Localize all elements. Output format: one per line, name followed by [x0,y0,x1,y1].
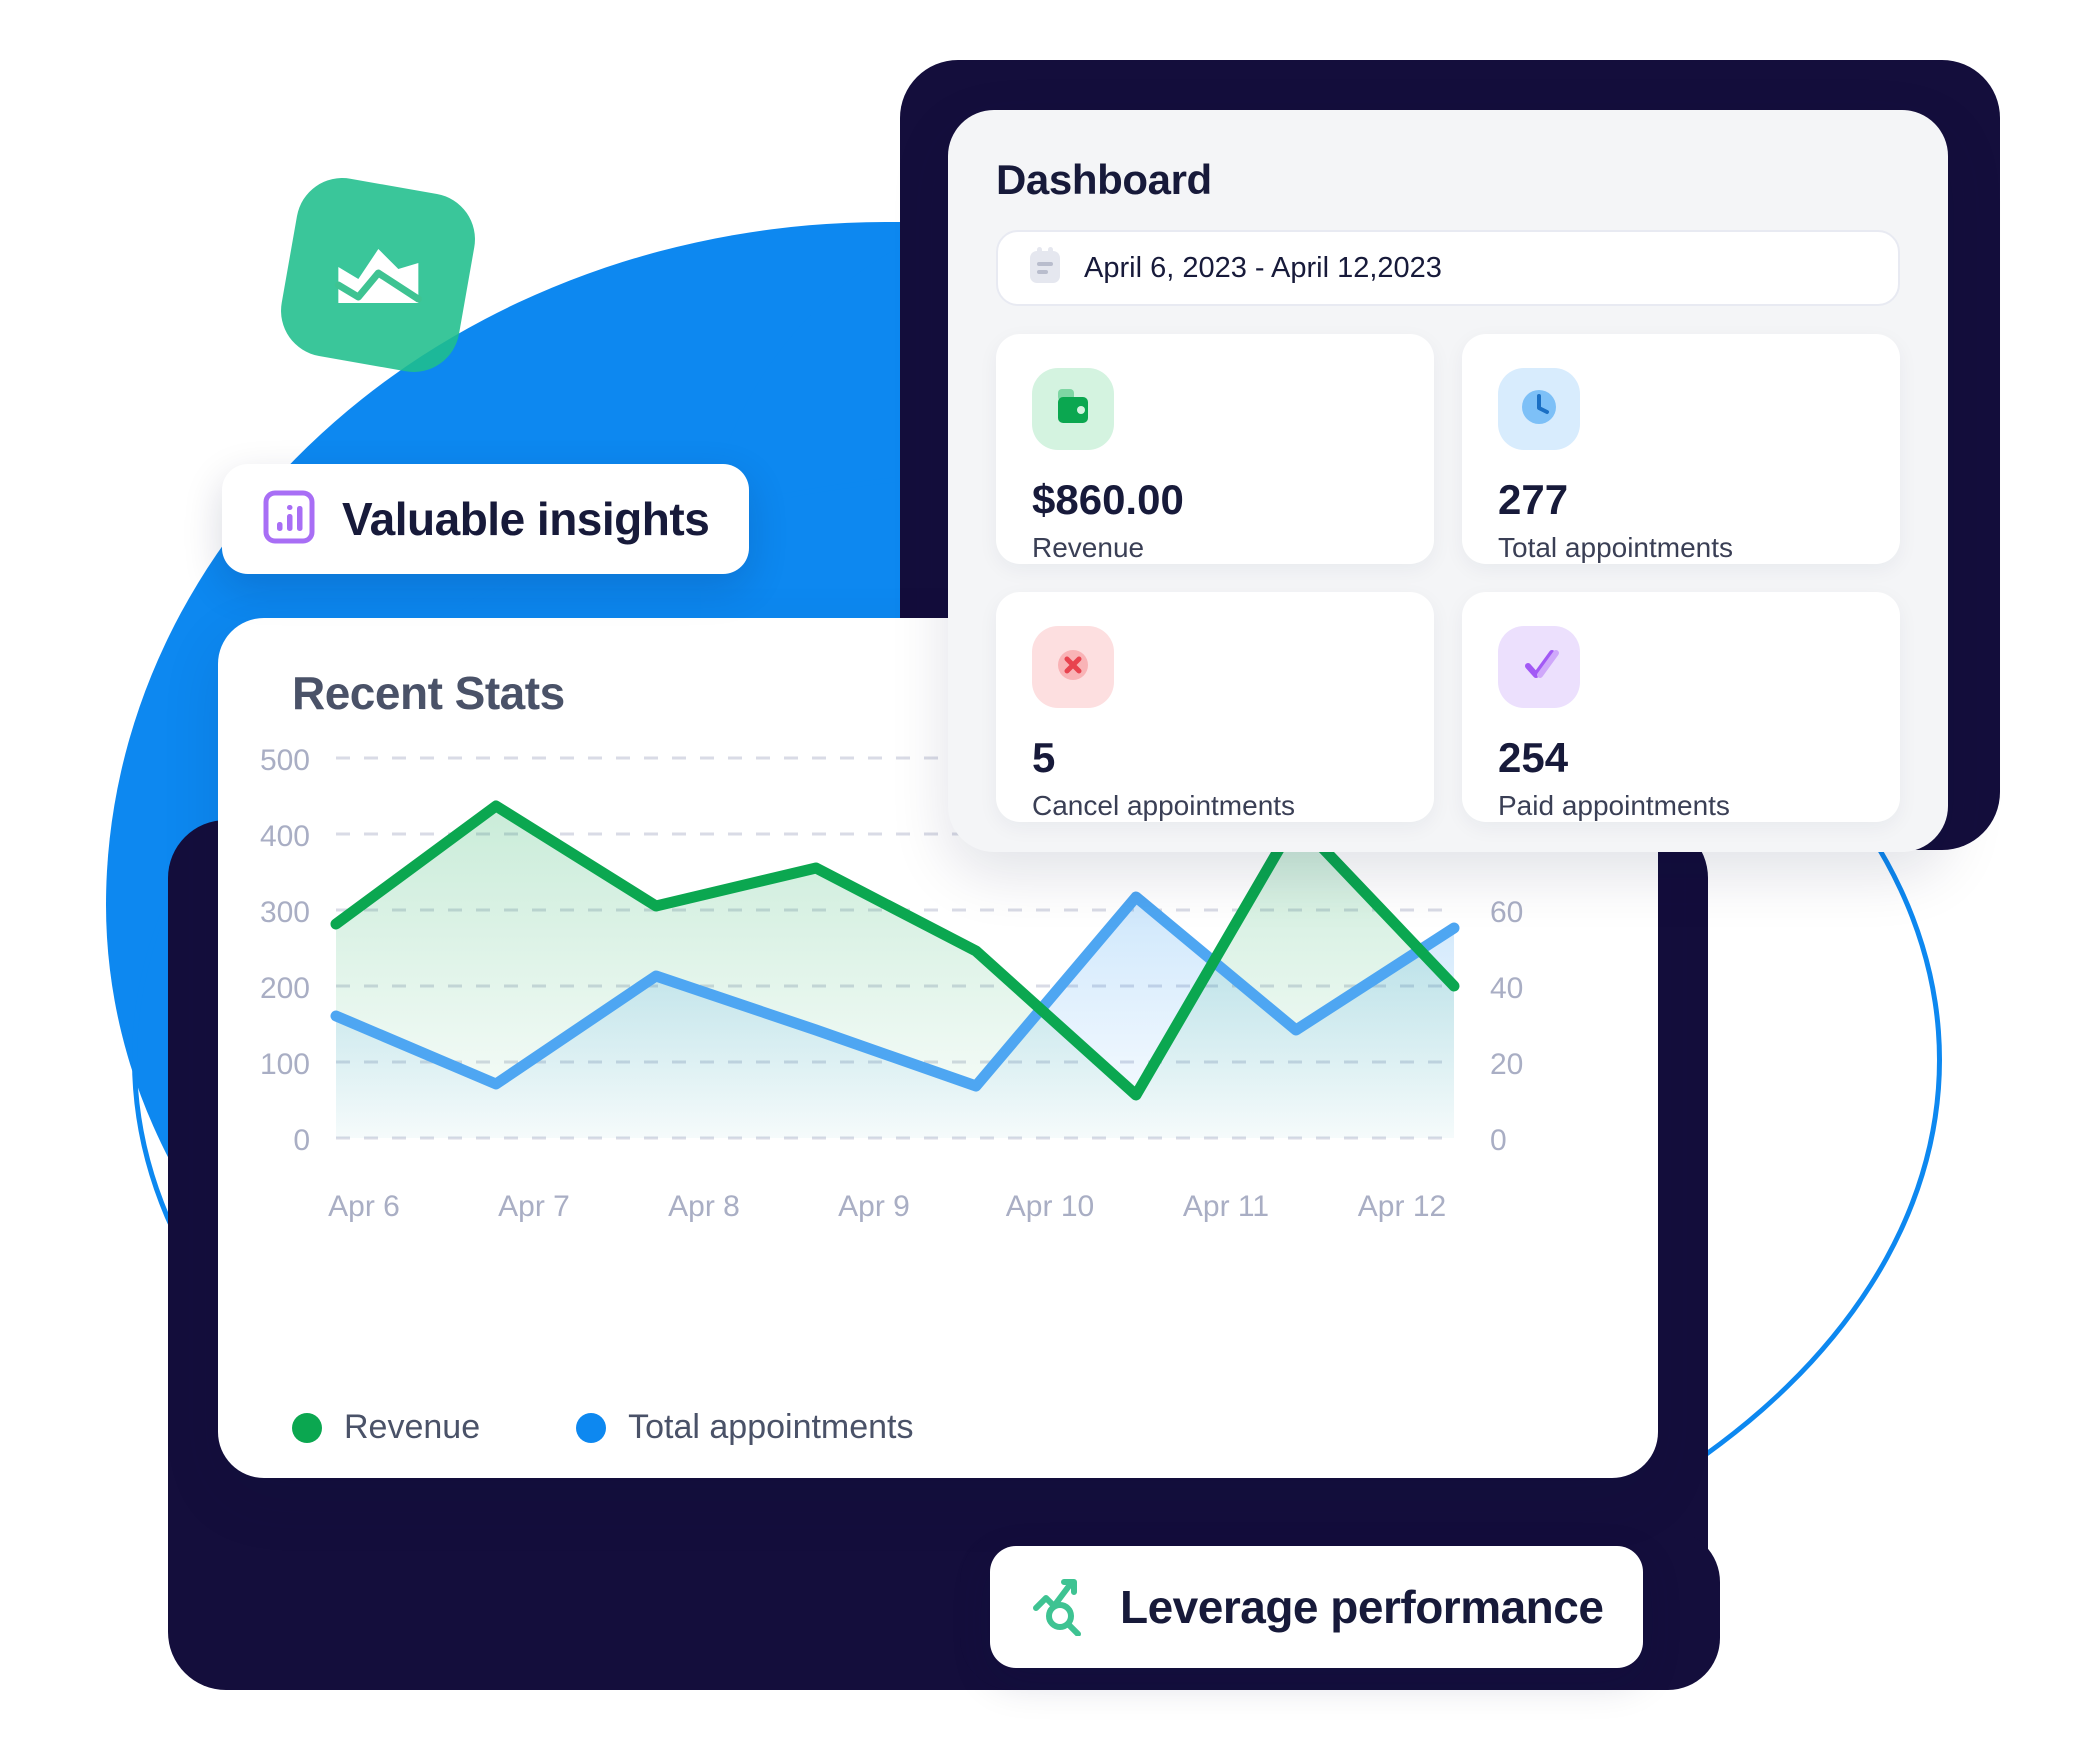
series-line-appointments [330,891,1460,1092]
legend-label-revenue: Revenue [344,1408,481,1446]
bar-chart-icon [262,489,316,550]
stat-card-total-appointments[interactable]: 277 Total appointments [1462,334,1900,564]
stat-label: Revenue [1032,532,1145,563]
stat-value: $860.00 [1032,476,1184,523]
page-title: Recent Stats [292,667,565,719]
svg-text:Apr 12: Apr 12 [1358,1190,1446,1223]
check-icon-badge [1498,626,1580,708]
x-circle-icon [1051,643,1095,692]
svg-text:100: 100 [260,1048,310,1081]
svg-text:Apr 10: Apr 10 [1006,1190,1094,1223]
legend-dot-revenue [292,1412,322,1443]
svg-text:300: 300 [260,896,310,929]
date-range-text: April 6, 2023 - April 12,2023 [1084,251,1442,284]
dashboard-title: Dashboard [996,156,1212,203]
x-circle-icon-badge [1032,626,1114,708]
stat-cards-grid: $860.00 Revenue 277 Total appointments [996,334,1900,822]
svg-text:60: 60 [1490,896,1523,929]
stat-card-revenue[interactable]: $860.00 Revenue [996,334,1434,564]
svg-text:400: 400 [260,820,310,853]
svg-text:0: 0 [293,1124,310,1157]
date-range-selector[interactable]: April 6, 2023 - April 12,2023 [996,230,1900,306]
legend-dot-appointments [576,1412,607,1443]
logo-badge [273,170,483,380]
stat-card-paid-appointments[interactable]: 254 Paid appointments [1462,592,1900,822]
svg-text:20: 20 [1490,1048,1523,1081]
trend-search-icon [1030,1574,1094,1641]
chart-x-axis: Apr 6 Apr 7 Apr 8 Apr 9 Apr 10 Apr 11 Ap… [328,1190,1446,1223]
stat-label: Total appointments [1498,532,1734,563]
svg-text:Apr 11: Apr 11 [1183,1190,1269,1223]
stat-label: Cancel appointments [1032,790,1296,821]
svg-text:500: 500 [260,744,310,777]
stat-value: 254 [1498,734,1569,781]
stat-label: Paid appointments [1498,790,1730,821]
area-chart-icon [325,225,430,325]
pill-leverage-performance[interactable]: Leverage performance [990,1546,1644,1668]
wallet-icon-badge [1032,368,1114,450]
pill-valuable-insights[interactable]: Valuable insights [222,464,750,574]
svg-text:Apr 8: Apr 8 [668,1190,740,1223]
pill-label: Leverage performance [1120,1581,1604,1633]
check-icon [1516,643,1562,692]
clock-icon-badge [1498,368,1580,450]
calendar-icon [1028,246,1062,290]
svg-text:Apr 6: Apr 6 [328,1190,400,1223]
series-area-appointments [336,897,1454,1138]
pill-label: Valuable insights [342,493,710,545]
legend-label-appointments: Total appointments [628,1408,914,1446]
svg-text:40: 40 [1490,972,1523,1005]
chart-left-axis: 500 400 300 200 100 0 [260,744,310,1157]
chart-right-axis: 80 60 40 20 0 [1490,820,1523,1157]
svg-text:Apr 7: Apr 7 [498,1190,570,1223]
stat-value: 5 [1032,734,1056,781]
svg-text:Apr 9: Apr 9 [838,1190,910,1223]
stat-card-cancel-appointments[interactable]: 5 Cancel appointments [996,592,1434,822]
svg-text:0: 0 [1490,1124,1507,1157]
wallet-icon [1052,385,1094,434]
chart-legend: Revenue Total appointments [292,1408,914,1447]
stat-value: 277 [1498,476,1569,523]
dashboard-panel: Dashboard April 6, 2023 - April 12,2023 [948,110,1948,852]
series-line-revenue [330,800,1460,1101]
clock-icon [1517,385,1561,434]
svg-text:200: 200 [260,972,310,1005]
legend-item-appointments[interactable]: Total appointments [576,1408,914,1447]
legend-item-revenue[interactable]: Revenue [292,1408,480,1447]
